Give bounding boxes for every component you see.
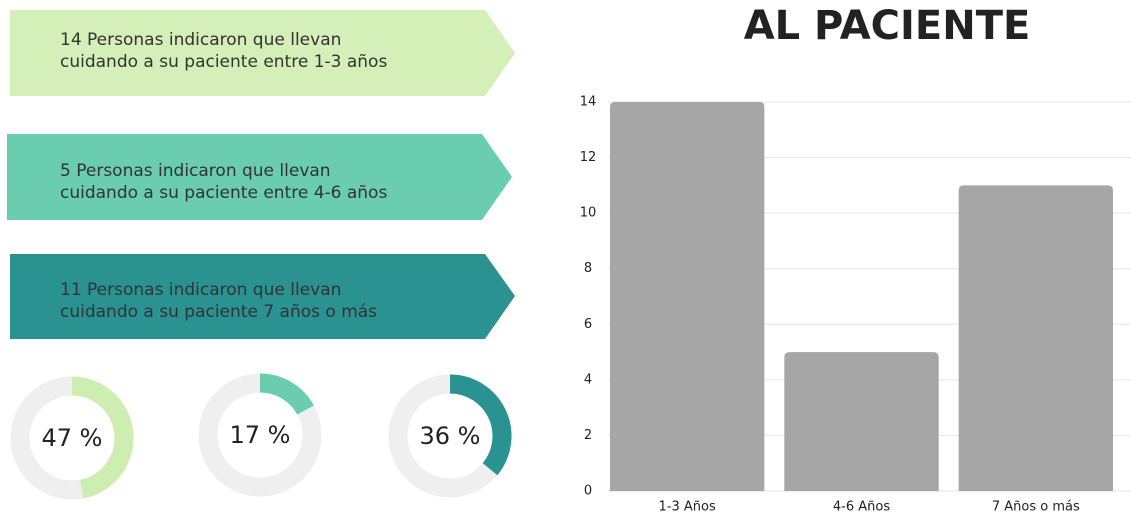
- y-tick-label: 10: [580, 206, 597, 221]
- x-tick-label: 4-6 Años: [833, 500, 890, 515]
- banner-arrow: [10, 254, 515, 339]
- banner-text: cuidando a su paciente 7 años o más: [60, 302, 377, 322]
- y-tick-label: 0: [584, 484, 592, 499]
- banner-arrow: [10, 10, 515, 96]
- bar: [610, 102, 765, 491]
- donut-arc: [259, 373, 314, 415]
- y-tick-label: 14: [580, 95, 597, 110]
- y-tick-label: 12: [580, 150, 597, 165]
- x-tick-label: 1-3 Años: [659, 500, 716, 515]
- banner-text: 11 Personas indicaron que llevan: [60, 280, 341, 300]
- chart-title: AL PACIENTE: [744, 3, 1031, 49]
- donut-arc: [71, 376, 134, 499]
- banner-text: cuidando a su paciente entre 1-3 años: [60, 52, 387, 72]
- bar: [958, 185, 1113, 491]
- y-tick-label: 6: [584, 317, 592, 332]
- banner-text: cuidando a su paciente entre 4-6 años: [60, 183, 387, 203]
- donut-label: 36 %: [420, 422, 481, 450]
- y-tick-label: 8: [584, 261, 592, 276]
- banner-text: 5 Personas indicaron que llevan: [60, 161, 331, 181]
- donut-label: 47 %: [42, 424, 103, 452]
- donut-label: 17 %: [230, 421, 291, 449]
- y-tick-label: 2: [584, 428, 592, 443]
- bar: [784, 352, 939, 491]
- donut-arc: [449, 374, 512, 476]
- banner-text: 14 Personas indicaron que llevan: [60, 30, 341, 50]
- x-tick-label: 7 Años o más: [992, 500, 1080, 515]
- y-tick-label: 4: [584, 372, 592, 387]
- banner-arrow: [7, 134, 512, 220]
